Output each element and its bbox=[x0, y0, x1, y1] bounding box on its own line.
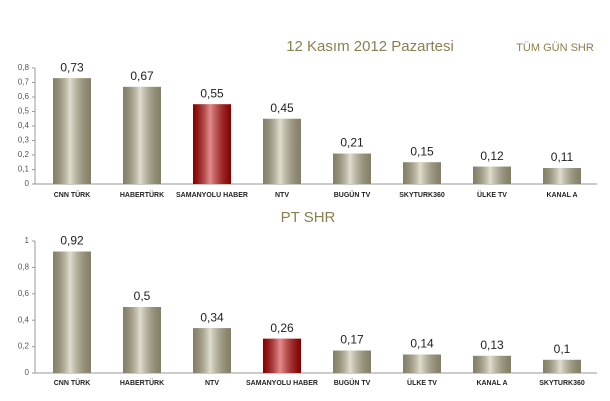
value-label: 0,14 bbox=[410, 337, 434, 351]
value-label: 0,73 bbox=[60, 60, 84, 74]
x-tick-label: SAMANYOLU HABER bbox=[246, 380, 318, 387]
y-tick-label: 0,3 bbox=[18, 136, 30, 145]
bar-shine bbox=[543, 359, 581, 373]
x-tick-label: ÜLKE TV bbox=[477, 190, 507, 199]
bar-shine bbox=[123, 307, 161, 373]
x-tick-label: SKYTURK360 bbox=[539, 380, 585, 387]
value-label: 0,92 bbox=[60, 234, 84, 248]
x-tick-label: SKYTURK360 bbox=[399, 192, 445, 199]
bar-shine bbox=[53, 78, 91, 184]
value-label: 0,34 bbox=[200, 310, 224, 324]
bar-shine bbox=[263, 338, 301, 373]
y-tick-label: 0,2 bbox=[18, 342, 30, 351]
bar-shine bbox=[333, 350, 371, 373]
y-tick-label: 0,6 bbox=[18, 92, 30, 101]
value-label: 0,21 bbox=[340, 136, 364, 150]
bar-shine bbox=[193, 104, 231, 184]
bar-shine bbox=[473, 355, 511, 373]
x-tick-label: KANAL A bbox=[546, 192, 577, 199]
bar-shine bbox=[123, 86, 161, 184]
x-tick-label: KANAL A bbox=[476, 380, 507, 387]
y-tick-label: 0,6 bbox=[18, 289, 30, 298]
bar-shine bbox=[263, 118, 301, 184]
x-tick-label: BUGÜN TV bbox=[334, 190, 371, 199]
y-tick-label: 0,8 bbox=[18, 263, 30, 272]
value-label: 0,13 bbox=[480, 338, 504, 352]
chart-title: PT SHR bbox=[281, 209, 336, 226]
chart-subtitle: TÜM GÜN SHR bbox=[516, 42, 594, 54]
y-tick-label: 0,8 bbox=[18, 63, 30, 72]
y-tick-label: 1 bbox=[25, 236, 30, 245]
y-tick-label: 0,2 bbox=[18, 150, 30, 159]
value-label: 0,17 bbox=[340, 333, 364, 347]
y-tick-label: 0,4 bbox=[18, 121, 30, 130]
value-label: 0,67 bbox=[130, 69, 154, 83]
bar-shine bbox=[543, 168, 581, 184]
value-label: 0,15 bbox=[410, 144, 434, 158]
bar-shine bbox=[403, 354, 441, 373]
bar-shine bbox=[193, 328, 231, 373]
value-label: 0,26 bbox=[270, 321, 294, 335]
y-tick-label: 0,7 bbox=[18, 78, 30, 87]
y-tick-label: 0 bbox=[25, 368, 30, 377]
y-tick-label: 0,5 bbox=[18, 107, 30, 116]
value-label: 0,55 bbox=[200, 86, 224, 100]
value-label: 0,45 bbox=[270, 101, 294, 115]
value-label: 0,11 bbox=[551, 150, 574, 164]
x-tick-label: NTV bbox=[205, 380, 219, 387]
x-tick-label: SAMANYOLU HABER bbox=[176, 192, 248, 199]
y-tick-label: 0,1 bbox=[18, 165, 30, 174]
bar-shine bbox=[53, 251, 91, 373]
x-tick-label: BUGÜN TV bbox=[334, 378, 371, 387]
bar-shine bbox=[333, 153, 371, 184]
chart-title: 12 Kasım 2012 Pazartesi bbox=[286, 38, 454, 55]
value-label: 0,5 bbox=[134, 289, 151, 303]
y-tick-label: 0 bbox=[25, 179, 30, 188]
x-tick-label: HABERTÜRK bbox=[120, 190, 164, 199]
value-label: 0,12 bbox=[480, 149, 504, 163]
x-tick-label: NTV bbox=[275, 192, 289, 199]
x-tick-label: HABERTÜRK bbox=[120, 378, 164, 387]
bar-shine bbox=[473, 166, 511, 184]
x-tick-label: ÜLKE TV bbox=[407, 378, 437, 387]
x-tick-label: CNN TÜRK bbox=[54, 378, 91, 387]
y-tick-label: 0,4 bbox=[18, 315, 30, 324]
value-label: 0,1 bbox=[554, 342, 571, 356]
x-tick-label: CNN TÜRK bbox=[54, 190, 91, 199]
bar-shine bbox=[403, 162, 441, 184]
